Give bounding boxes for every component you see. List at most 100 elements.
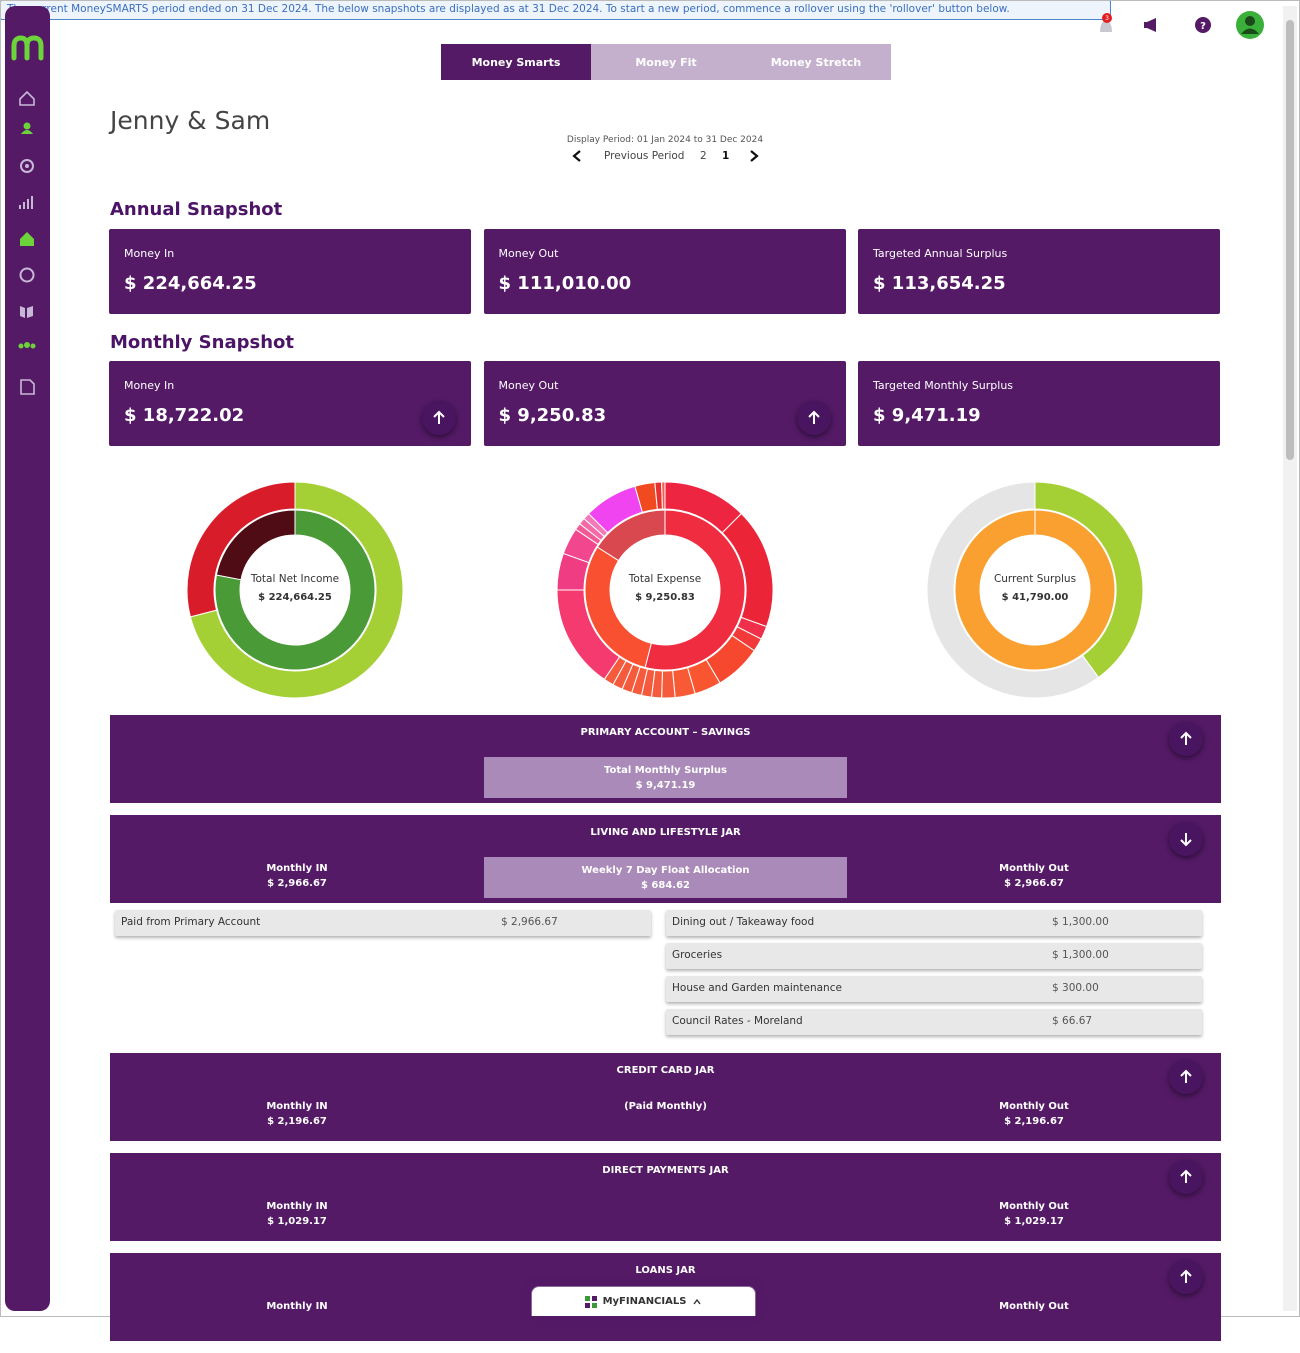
nav-stats[interactable] — [19, 196, 33, 209]
jar-title: CREDIT CARD JAR — [616, 1065, 715, 1076]
jar-out: Monthly Out — [847, 1299, 1221, 1314]
nav-property[interactable] — [20, 232, 34, 246]
footer-tab[interactable]: MyFINANCIALS — [531, 1286, 756, 1316]
donut-segment — [926, 481, 1100, 699]
jar-out-label: Monthly Out — [999, 1101, 1069, 1112]
item-row[interactable]: Groceries $ 1,300.00 — [666, 943, 1202, 969]
jar-out-label: Monthly Out — [999, 863, 1069, 874]
arrow-icon — [1180, 1069, 1192, 1083]
arrow-button[interactable] — [422, 401, 456, 435]
prev-arrow[interactable] — [570, 148, 590, 164]
donut-charts: Total Net Income $ 224,664.25 Total Expens… — [186, 481, 1144, 699]
arrow-button[interactable] — [1169, 822, 1203, 856]
jar-in-value: $ 2,966.67 — [267, 878, 327, 889]
jar: CREDIT CARD JAR Monthly IN $ 2,196.67 Month… — [110, 1053, 1221, 1141]
arrow-button[interactable] — [1169, 1160, 1203, 1194]
nav-speed[interactable] — [19, 267, 35, 283]
card-value: $ 111,010.00 — [498, 273, 632, 294]
nav-profile-body — [21, 130, 33, 134]
arrow-glyph — [1180, 833, 1192, 847]
panel-value: $ 684.62 — [640, 880, 691, 891]
item-amount: $ 1,300.00 — [1052, 949, 1109, 961]
sidebar-icons — [11, 35, 44, 395]
jar-note: (Paid Monthly) — [624, 1101, 707, 1112]
help-mark: ? — [1200, 21, 1206, 32]
nav-profile[interactable] — [23, 122, 31, 130]
jar-out-value: $ 2,196.67 — [1004, 1116, 1064, 1127]
item-name: Council Rates - Moreland — [672, 1015, 803, 1027]
arrow-button[interactable] — [1169, 1060, 1203, 1094]
nav-team-3 — [30, 343, 36, 349]
nav-docs[interactable] — [20, 379, 35, 395]
jar: LIVING AND LIFESTYLE JAR Monthly IN $ 2,96… — [110, 815, 1221, 903]
nav-map[interactable] — [20, 306, 33, 318]
jar-in-label: Monthly IN — [266, 863, 328, 874]
section-title: Monthly Snapshot — [110, 332, 294, 353]
tab[interactable]: Money Smarts — [441, 44, 591, 80]
avatar-head — [1245, 16, 1255, 26]
nav-team[interactable] — [18, 343, 24, 349]
jar-in-value: $ 1,029.17 — [267, 1216, 327, 1227]
jar: DIRECT PAYMENTS JAR Monthly IN $ 1,029.17 M… — [110, 1153, 1221, 1241]
card-label: Targeted Monthly Surplus — [873, 379, 1014, 392]
arrow-button[interactable] — [1169, 1260, 1203, 1294]
donut-label: Current Surplus — [994, 573, 1076, 585]
arrow-glyph — [807, 410, 820, 424]
item-amount: $ 2,966.67 — [501, 916, 558, 928]
arrow-icon — [433, 410, 445, 424]
donut-segment — [661, 670, 676, 699]
donut-segment — [661, 481, 666, 510]
donut-label: Total Expense — [628, 573, 701, 585]
scroll-thumb[interactable] — [1286, 20, 1294, 460]
footer-label: MyFINANCIALS — [602, 1296, 687, 1307]
logo[interactable] — [11, 35, 44, 61]
item-row[interactable]: House and Garden maintenance $ 300.00 — [666, 976, 1202, 1002]
bell-icon[interactable] — [1100, 20, 1112, 32]
jar-items: Paid from Primary Account $ 2,966.67 Dinin… — [110, 903, 1221, 1052]
tab[interactable]: Money Stretch — [741, 44, 891, 80]
donut-value: $ 9,250.83 — [635, 592, 695, 603]
badge-count: 3 — [1105, 15, 1109, 22]
item-amount: $ 66.67 — [1052, 1015, 1093, 1027]
card-value: $ 113,654.25 — [873, 273, 1006, 294]
jar-in: Monthly IN $ 2,196.67 — [110, 1099, 484, 1129]
jar-in: Monthly IN $ 1,029.17 — [110, 1199, 484, 1229]
nav-goals[interactable] — [20, 159, 34, 173]
page-current[interactable]: 1 — [722, 150, 730, 162]
donut-segment — [954, 509, 1116, 671]
jar-out-value: $ 2,966.67 — [1004, 878, 1064, 889]
jar-out-value: $ 1,029.17 — [1004, 1216, 1064, 1227]
previous-period[interactable]: Previous Period — [604, 150, 685, 162]
panel-label: Weekly 7 Day Float Allocation — [581, 865, 750, 876]
footer-icon — [584, 1295, 597, 1308]
scrollbar[interactable] — [1283, 6, 1297, 1311]
jar-in-value: $ 2,196.67 — [267, 1116, 327, 1127]
tab[interactable]: Money Fit — [591, 44, 741, 80]
arrow-button[interactable] — [796, 401, 831, 435]
item-name: House and Garden maintenance — [672, 982, 842, 994]
arrow-glyph — [1180, 731, 1192, 745]
chevron-left — [572, 150, 581, 162]
item-row[interactable]: Paid from Primary Account $ 2,966.67 — [115, 910, 651, 936]
snapshot-card: Money In $ 224,664.25 — [109, 229, 471, 314]
arrow-button[interactable] — [1169, 722, 1203, 756]
donut-value: $ 41,790.00 — [1002, 592, 1069, 603]
section-title: Annual Snapshot — [110, 199, 283, 220]
arrow-icon — [1180, 833, 1192, 847]
arrow-icon — [1180, 1169, 1192, 1183]
help-icon[interactable] — [1195, 17, 1211, 33]
nav-home[interactable] — [19, 90, 35, 106]
arrow-glyph — [1180, 1069, 1192, 1083]
jar-title: PRIMARY ACCOUNT – SAVINGS — [580, 727, 751, 738]
announce-icon[interactable] — [1144, 18, 1156, 32]
jar-out: Monthly Out $ 2,196.67 — [847, 1099, 1221, 1129]
next-arrow[interactable] — [746, 148, 766, 164]
card-value: $ 224,664.25 — [124, 273, 257, 294]
arrow-glyph — [1180, 1169, 1192, 1183]
jar-out-label: Monthly Out — [999, 1301, 1069, 1312]
jar-in-label: Monthly IN — [266, 1101, 328, 1112]
page-link[interactable]: 2 — [700, 150, 707, 162]
item-row[interactable]: Council Rates - Moreland $ 66.67 — [666, 1009, 1202, 1035]
item-row[interactable]: Dining out / Takeaway food $ 1,300.00 — [666, 910, 1202, 936]
header-icons: 3 ? — [1100, 11, 1264, 39]
